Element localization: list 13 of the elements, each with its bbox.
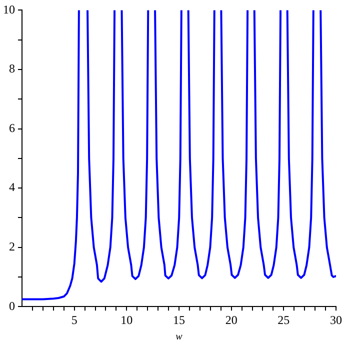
y-tick-label: 4 [9, 180, 15, 194]
y-tick-label: 10 [3, 2, 15, 16]
y-tick-label: 2 [9, 239, 15, 254]
y-tick-label: 8 [9, 62, 15, 76]
x-tick-label: 30 [330, 312, 342, 327]
x-tick-label: 15 [173, 312, 185, 327]
x-tick-label: 5 [71, 312, 78, 327]
x-axis-title: w [176, 332, 183, 343]
x-tick-label: 25 [278, 312, 290, 327]
x-tick-label: 10 [120, 312, 133, 327]
y-tick-label: 0 [9, 298, 15, 313]
x-tick-label: 20 [225, 312, 238, 327]
y-tick-label: 6 [9, 120, 15, 135]
